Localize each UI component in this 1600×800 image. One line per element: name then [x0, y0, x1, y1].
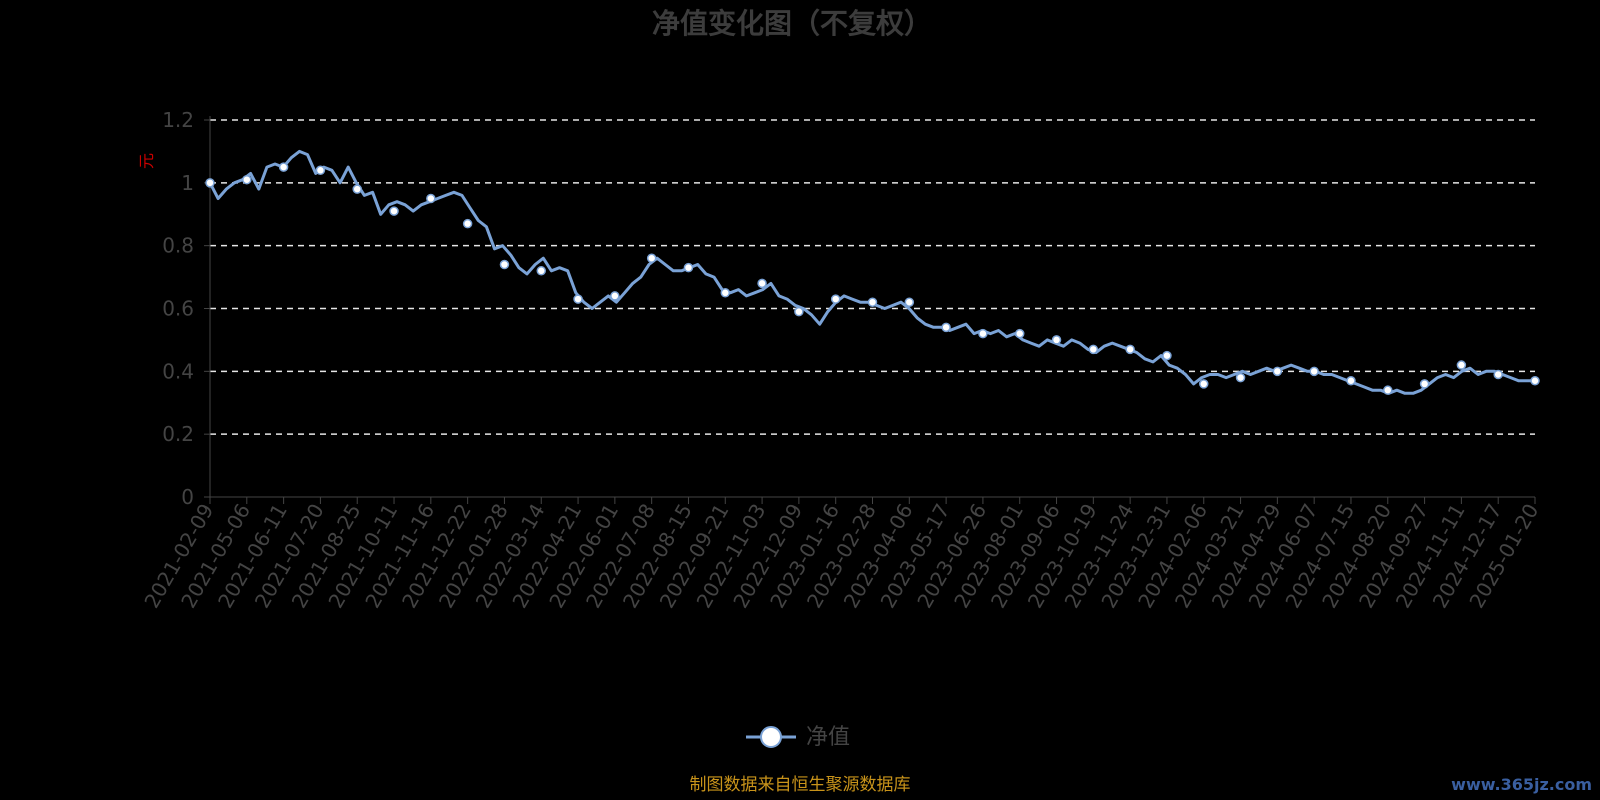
data-point[interactable] — [426, 193, 436, 204]
marker-group — [205, 162, 1540, 395]
watermark: www.365jz.com — [1451, 775, 1592, 794]
data-point[interactable] — [1125, 344, 1135, 355]
data-point[interactable] — [683, 262, 694, 273]
data-point[interactable] — [536, 266, 546, 276]
data-point[interactable] — [904, 297, 915, 307]
data-point[interactable] — [1493, 369, 1503, 380]
y-tick-label: 0.6 — [162, 297, 194, 321]
y-tick-label: 0.4 — [162, 359, 194, 383]
data-point[interactable] — [1162, 350, 1172, 361]
grid-lines — [210, 119, 1535, 435]
data-point[interactable] — [1456, 360, 1467, 370]
data-point[interactable] — [242, 174, 252, 185]
y-axis-ticks: 0 0.2 0.4 0.6 0.8 1 1.2 — [162, 108, 210, 509]
legend-marker — [760, 726, 782, 748]
data-point[interactable] — [1014, 328, 1025, 339]
y-tick-label: 1.2 — [162, 108, 194, 132]
data-point[interactable] — [941, 322, 951, 333]
data-point[interactable] — [205, 178, 215, 188]
data-point[interactable] — [830, 294, 841, 304]
data-point[interactable] — [573, 294, 583, 304]
y-tick-label: 0.8 — [162, 234, 194, 258]
x-axis-ticks: 2021-02-092021-05-062021-06-112021-07-20… — [139, 497, 1543, 612]
data-point[interactable] — [1346, 376, 1356, 386]
data-point[interactable] — [315, 165, 326, 176]
data-point[interactable] — [1383, 385, 1393, 395]
data-point[interactable] — [1419, 379, 1430, 389]
data-point[interactable] — [646, 253, 657, 263]
legend[interactable]: 净值 — [746, 725, 850, 750]
legend-label: 净值 — [806, 725, 850, 750]
data-point[interactable] — [867, 297, 878, 307]
data-point[interactable] — [794, 306, 804, 317]
series-line-0 — [208, 149, 1535, 395]
data-point[interactable] — [1088, 344, 1099, 355]
data-point[interactable] — [1051, 335, 1062, 345]
data-point[interactable] — [1272, 366, 1283, 377]
chart-title: 净值变化图（不复权） — [652, 7, 932, 40]
data-point[interactable] — [978, 328, 988, 339]
data-point[interactable] — [757, 278, 767, 289]
data-point[interactable] — [1530, 376, 1540, 386]
data-point[interactable] — [278, 162, 289, 172]
y-tick-label: 1 — [181, 171, 194, 195]
data-point[interactable] — [499, 259, 510, 270]
data-point[interactable] — [462, 218, 473, 229]
data-point[interactable] — [610, 291, 620, 301]
data-point[interactable] — [352, 184, 362, 194]
source-note: 制图数据来自恒生聚源数据库 — [690, 775, 911, 795]
y-tick-label: 0.2 — [162, 422, 194, 446]
y-tick-label: 0 — [181, 485, 194, 509]
y-axis-label: 元 — [137, 153, 156, 169]
data-point[interactable] — [1309, 366, 1319, 377]
data-point[interactable] — [1199, 379, 1209, 389]
data-point[interactable] — [1235, 372, 1246, 383]
data-point[interactable] — [389, 206, 399, 216]
data-point[interactable] — [720, 288, 731, 298]
series-group — [208, 149, 1535, 395]
